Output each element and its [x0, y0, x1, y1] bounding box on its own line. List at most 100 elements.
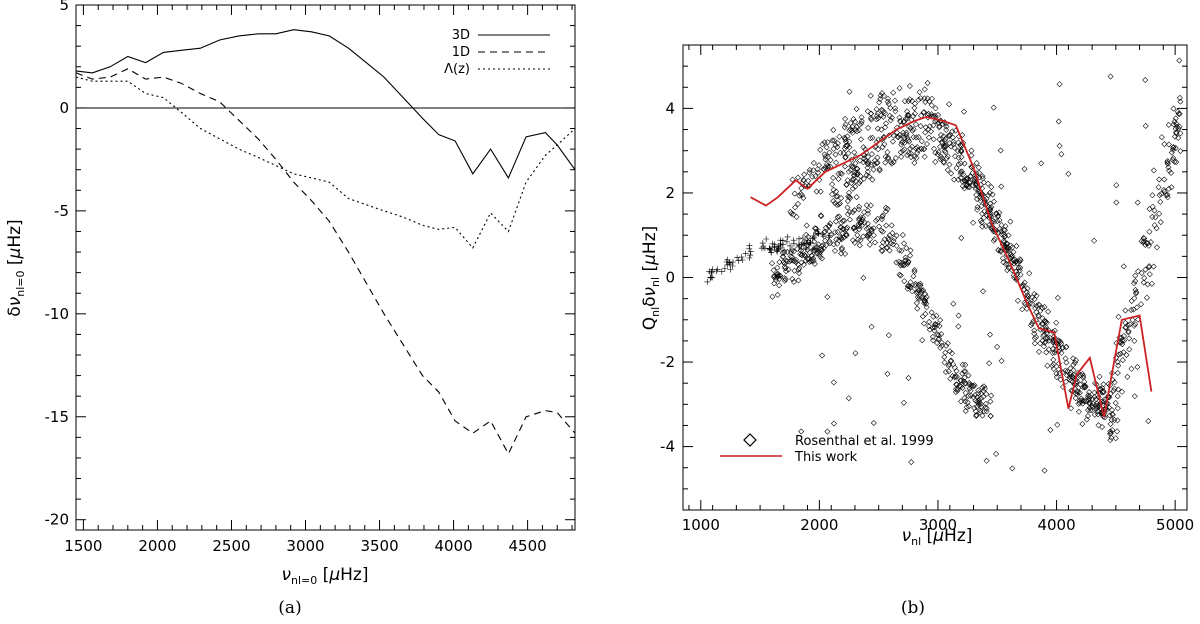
- b-data-point: [864, 232, 871, 239]
- b-data-point: [1044, 362, 1051, 369]
- b-data-point: [902, 257, 909, 264]
- b-data-point: [951, 364, 958, 371]
- b-data-point: [939, 139, 946, 146]
- b-data-point: [881, 92, 887, 99]
- b-data-point: [1050, 365, 1057, 372]
- b-data-point-plus: [774, 246, 781, 253]
- b-data-point: [991, 198, 997, 205]
- b-data-point: [914, 305, 921, 312]
- b-data-point: [918, 138, 925, 145]
- b-data-point: [1120, 263, 1127, 270]
- b-data-point: [998, 231, 1005, 238]
- b-data-point: [955, 176, 962, 183]
- b-data-point: [1157, 198, 1164, 205]
- b-data-point: [925, 323, 932, 330]
- b-data-point: [892, 155, 899, 162]
- b-data-point: [1154, 244, 1160, 251]
- b-data-point: [1171, 158, 1178, 165]
- b-data-point: [846, 216, 853, 223]
- b-data-point: [897, 118, 904, 125]
- b-data-point: [1113, 182, 1120, 189]
- b-data-point: [1145, 418, 1152, 425]
- panel-a-frame: [75, 4, 576, 531]
- b-data-point: [994, 218, 1001, 225]
- b-data-point: [817, 253, 824, 260]
- b-data-point: [855, 206, 862, 213]
- b-data-point: [960, 139, 967, 146]
- b-data-point: [1082, 383, 1089, 390]
- b-data-point: [952, 389, 959, 395]
- b-data-point: [959, 370, 966, 377]
- b-data-point: [973, 192, 980, 198]
- b-data-point: [869, 134, 876, 141]
- b-data-point: [981, 208, 988, 215]
- b-data-point-plus: [768, 249, 775, 256]
- b-data-point: [1075, 400, 1082, 407]
- b-xtick-label: 4000: [1037, 516, 1075, 534]
- b-data-point: [1077, 372, 1084, 379]
- b-data-point: [1116, 334, 1123, 341]
- b-data-point: [958, 148, 964, 155]
- b-data-point: [1117, 350, 1124, 357]
- b-data-point: [957, 168, 964, 175]
- b-data-point: [967, 173, 974, 179]
- b-data-point: [803, 231, 810, 238]
- b-data-point: [1039, 315, 1046, 322]
- b-data-point: [1099, 424, 1106, 430]
- b-data-point: [865, 124, 872, 131]
- b-data-point: [987, 412, 994, 419]
- b-data-point: [871, 157, 878, 164]
- b-data-point: [891, 235, 898, 242]
- b-data-point: [906, 96, 913, 103]
- b-data-point: [879, 248, 886, 255]
- b-data-point: [1172, 115, 1179, 122]
- b-data-point: [895, 134, 902, 141]
- b-data-point: [916, 89, 923, 96]
- b-data-point: [838, 250, 845, 257]
- b-data-point: [846, 189, 852, 196]
- b-data-point-plus: [721, 265, 728, 272]
- b-data-point: [898, 153, 905, 160]
- b-data-point: [1155, 184, 1162, 191]
- b-data-point: [1002, 233, 1009, 240]
- b-data-point: [975, 390, 982, 397]
- b-data-point: [864, 168, 871, 175]
- b-data-point: [1005, 232, 1012, 239]
- b-data-point: [922, 297, 928, 304]
- b-data-point: [914, 288, 921, 295]
- b-data-point: [1176, 57, 1183, 64]
- b-data-point: [860, 175, 867, 182]
- b-data-point: [864, 108, 871, 115]
- b-data-point: [1170, 155, 1177, 162]
- b-data-point: [888, 114, 895, 121]
- b-data-point: [919, 313, 926, 320]
- b-data-point: [814, 229, 821, 236]
- b-data-point: [966, 385, 973, 392]
- b-data-point: [788, 249, 795, 256]
- b-data-point: [840, 226, 847, 233]
- b-data-point: [1100, 381, 1107, 388]
- b-data-point: [997, 247, 1004, 254]
- b-data-point: [1042, 338, 1049, 345]
- b-data-point: [1021, 166, 1028, 172]
- b-data-point: [882, 208, 889, 215]
- b-data-point: [865, 158, 872, 165]
- b-data-point: [1126, 346, 1133, 353]
- b-data-point: [981, 385, 988, 392]
- b-data-point: [1107, 437, 1114, 444]
- b-data-point: [829, 137, 836, 144]
- b-data-point: [842, 163, 848, 170]
- b-this-work-line: [750, 115, 1153, 418]
- b-data-point: [932, 105, 939, 112]
- b-data-point: [1081, 378, 1088, 385]
- b-data-point: [838, 195, 845, 202]
- b-data-point: [941, 159, 947, 166]
- b-data-point: [1083, 416, 1090, 423]
- b-data-point: [824, 163, 831, 170]
- b-data-point: [936, 136, 943, 143]
- b-data-point: [1084, 413, 1091, 419]
- b-data-point: [1161, 176, 1168, 183]
- b-data-point: [928, 102, 935, 109]
- b-data-point: [938, 155, 945, 162]
- b-data-point-plus: [723, 259, 730, 265]
